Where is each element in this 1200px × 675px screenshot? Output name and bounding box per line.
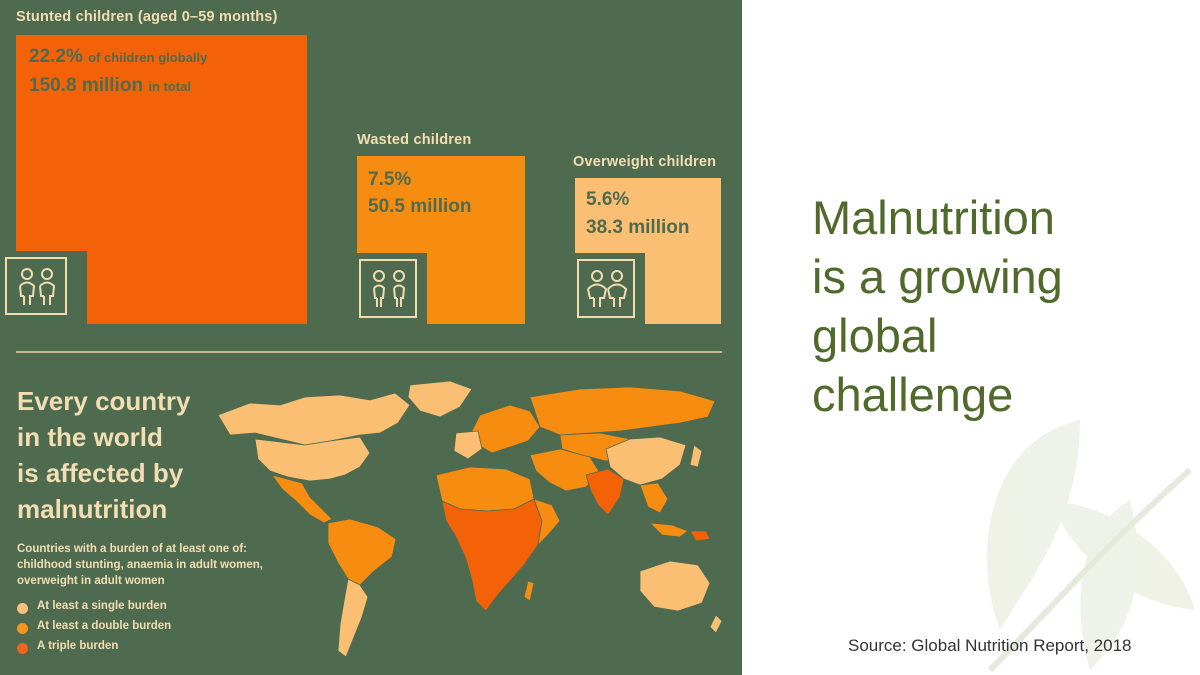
headline-line: is affected by xyxy=(17,458,184,488)
overweight-icon-box xyxy=(575,253,645,324)
children-icon xyxy=(19,268,56,305)
title-line: global xyxy=(812,309,938,362)
section-divider xyxy=(16,351,722,353)
wheat-watermark-icon xyxy=(986,420,1195,673)
children-icon xyxy=(587,270,628,307)
slide-title: Malnutrition is a growing global challen… xyxy=(812,188,1063,424)
papua xyxy=(689,530,711,542)
stunted-percent: 22.2% xyxy=(29,46,83,67)
europe xyxy=(471,404,541,454)
legend-dot xyxy=(17,643,28,654)
overweight-block: 5.6% 38.3 million xyxy=(575,178,721,324)
wasted-count: 50.5 million xyxy=(368,196,472,217)
source-citation: Source: Global Nutrition Report, 2018 xyxy=(848,636,1132,655)
map-description: Countries with a burden of at least one … xyxy=(17,543,263,587)
infographic-panel: Stunted children (aged 0–59 months) 22.2… xyxy=(0,0,742,675)
russia xyxy=(529,386,716,436)
legend-label: A triple burden xyxy=(37,640,119,652)
overweight-percent: 5.6% xyxy=(586,189,630,210)
stunted-icon-box xyxy=(0,251,87,324)
japan xyxy=(689,444,703,468)
headline-line: in the world xyxy=(17,422,163,452)
map-headline: Every country in the world is affected b… xyxy=(17,383,190,527)
overweight-header: Overweight children xyxy=(573,154,717,170)
north-america-north xyxy=(217,392,411,446)
title-line: Malnutrition xyxy=(812,191,1055,244)
madagascar xyxy=(523,580,535,602)
new-zealand xyxy=(709,614,723,634)
western-europe xyxy=(453,430,483,460)
sub-saharan-africa xyxy=(441,498,543,612)
south-america-south xyxy=(337,578,369,658)
wasted-icon-box xyxy=(357,253,427,324)
australia xyxy=(639,560,711,612)
overweight-count: 38.3 million xyxy=(586,217,690,238)
legend-dot xyxy=(17,603,28,614)
stunted-count: 150.8 million xyxy=(29,75,144,96)
legend-label: At least a single burden xyxy=(37,600,167,612)
southeast-asia xyxy=(639,482,669,514)
china xyxy=(605,436,687,486)
wasted-percent: 7.5% xyxy=(368,169,412,190)
wasted-header: Wasted children xyxy=(357,132,472,148)
stunted-count-suffix: in total xyxy=(148,79,191,94)
central-america xyxy=(271,474,333,524)
stunted-count-line: 150.8 million in total xyxy=(29,75,191,97)
legend-label: At least a double burden xyxy=(37,620,172,632)
stunted-percent-suffix: of children globally xyxy=(88,50,208,65)
headline-line: malnutrition xyxy=(17,494,168,524)
stunted-percent-line: 22.2% of children globally xyxy=(29,46,207,68)
world-map xyxy=(217,380,723,658)
headline-line: Every country xyxy=(17,386,191,416)
horn-of-africa xyxy=(533,498,561,547)
south-america-north xyxy=(327,518,397,586)
title-line: is a growing xyxy=(812,250,1063,303)
title-line: challenge xyxy=(812,368,1014,421)
wasted-block: 7.5% 50.5 million xyxy=(357,156,525,324)
north-africa xyxy=(435,466,535,512)
legend-dot xyxy=(17,623,28,634)
stunted-header: Stunted children (aged 0–59 months) xyxy=(16,9,278,25)
children-icon xyxy=(373,270,406,307)
greenland xyxy=(407,380,473,418)
indonesia xyxy=(648,522,689,538)
stunted-block: 22.2% of children globally 150.8 million… xyxy=(0,35,307,324)
usa xyxy=(254,436,371,482)
south-asia xyxy=(585,468,625,516)
